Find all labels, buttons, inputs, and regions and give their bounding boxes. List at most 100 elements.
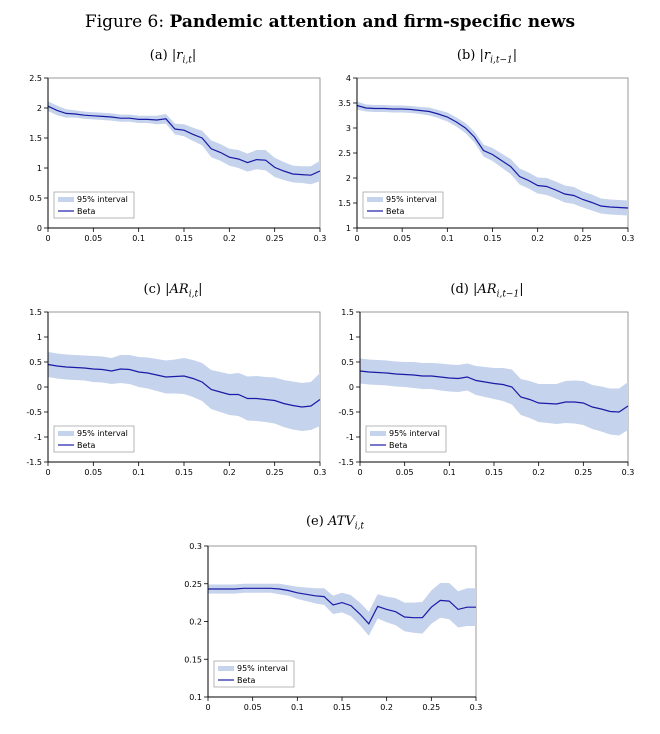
x-tick-label: 0.15 (175, 468, 193, 477)
x-tick-label: 0.3 (622, 468, 635, 477)
legend-label-interval: 95% interval (77, 429, 128, 438)
beta-line (359, 370, 629, 413)
panel-var: r (483, 48, 491, 63)
panel-tag: (d) (450, 282, 469, 297)
abs-bar: | (479, 48, 484, 63)
y-tick-label: 2 (346, 174, 351, 183)
abs-bar: | (165, 282, 170, 297)
legend-band-swatch (218, 666, 234, 671)
beta-line (208, 587, 476, 625)
confidence-band (208, 583, 476, 636)
y-tick-label: 0.3 (189, 542, 202, 551)
legend: 95% interval Beta (53, 425, 135, 453)
legend-label-beta: Beta (386, 207, 405, 216)
x-tick-label: 0.25 (266, 234, 284, 243)
panel-tag: (b) (456, 48, 476, 63)
panel-title-d: (d) |ARi,t−1| (392, 282, 582, 300)
x-tick-label: 0 (45, 468, 50, 477)
legend-band-swatch (367, 197, 383, 202)
x-tick-label: 0.15 (333, 703, 351, 712)
y-tick-label: 0.5 (29, 358, 42, 367)
panel-sub: i,t (188, 289, 199, 300)
y-tick-label: 1.5 (29, 134, 42, 143)
legend-box (213, 660, 295, 688)
legend-band-swatch (58, 197, 74, 202)
y-tick-label: -1.5 (26, 458, 42, 467)
beta-line (47, 105, 321, 176)
y-tick-label: 1 (37, 164, 42, 173)
x-tick-label: 0.25 (422, 703, 440, 712)
y-tick-label: -1 (34, 433, 42, 442)
x-tick-label: 0.3 (470, 703, 483, 712)
chart-panel-c: -1.5 -1 -0.5 0 0.5 1 1.5 0 0.05 0.1 0.15 0.2 0.25 0.3… (26, 308, 326, 477)
y-tick-label: 0 (349, 383, 354, 392)
y-tick-label: 1 (349, 333, 354, 342)
y-tick-label: 3 (346, 124, 351, 133)
abs-bar: | (473, 282, 478, 297)
y-tick-label: 1.5 (29, 308, 42, 317)
y-tick-label: 1 (37, 333, 42, 342)
legend-label-interval: 95% interval (77, 195, 128, 204)
panel-var: AR (169, 282, 189, 297)
abs-bar: | (191, 48, 197, 63)
legend-label-beta: Beta (77, 207, 96, 216)
legend-label-interval: 95% interval (237, 664, 288, 673)
y-tick-label: -1.5 (338, 458, 354, 467)
legend-label-beta: Beta (77, 441, 96, 450)
x-tick-label: 0.2 (532, 468, 545, 477)
legend-label-beta: Beta (237, 676, 256, 685)
y-tick-label: 2 (37, 104, 42, 113)
figure-heading: Pandemic attention and firm-specific new… (169, 12, 576, 32)
x-tick-label: 0.1 (132, 468, 145, 477)
y-tick-label: 0.1 (189, 693, 202, 702)
panel-sub: i,t (354, 521, 365, 532)
confidence-band (48, 352, 320, 431)
x-tick-label: 0.2 (223, 468, 236, 477)
x-tick-label: 0 (354, 234, 359, 243)
legend-box (365, 425, 447, 453)
y-tick-label: 0.25 (184, 580, 202, 589)
confidence-band (357, 101, 628, 216)
panel-sub: i,t−1 (490, 55, 513, 66)
x-tick-label: 0.15 (485, 468, 503, 477)
legend-label-interval: 95% interval (389, 429, 440, 438)
y-tick-label: 0 (37, 383, 42, 392)
x-tick-label: 0.15 (484, 234, 502, 243)
legend: 95% interval Beta (53, 191, 135, 219)
panel-sub: i,t−1 (496, 289, 520, 300)
confidence-band (48, 101, 320, 185)
panel-tag: (e) (305, 514, 324, 529)
x-tick-label: 0.05 (393, 234, 411, 243)
x-tick-label: 0.2 (531, 234, 544, 243)
y-tick-label: 1 (346, 224, 351, 233)
legend-box (53, 425, 135, 453)
abs-bar: | (519, 282, 524, 297)
x-tick-label: 0.2 (380, 703, 393, 712)
chart-panel-b: 1 1.5 2 2.5 3 3.5 4 0 0.05 0.1 0.15 0.2 0.25 0.3 95% i… (338, 74, 634, 243)
legend-box (53, 191, 135, 219)
x-tick-label: 0.1 (441, 234, 454, 243)
legend: 95% interval Beta (365, 425, 447, 453)
abs-bar: | (171, 48, 177, 63)
legend: 95% interval Beta (362, 191, 444, 219)
legend: 95% interval Beta (213, 660, 295, 688)
y-tick-label: 4 (346, 74, 351, 83)
panel-sub: i,t (182, 55, 192, 66)
x-tick-label: 0.15 (175, 234, 193, 243)
panel-tag: (a) (149, 48, 168, 63)
x-tick-label: 0.3 (622, 234, 635, 243)
y-tick-label: 0.15 (184, 655, 202, 664)
chart-panel-d: -1.5 -1 -0.5 0 0.5 1 1.5 0 0.05 0.1 0.15 0.2 0.25 0.3… (338, 308, 634, 477)
chart-panel-e: 0.1 0.15 0.2 0.25 0.3 0 0.05 0.1 0.15 0.2 0.25 0.3 9… (184, 542, 482, 712)
x-tick-label: 0 (357, 468, 362, 477)
y-tick-label: 0 (37, 224, 42, 233)
legend-label-beta: Beta (389, 441, 408, 450)
x-tick-label: 0.1 (132, 234, 145, 243)
y-tick-label: 1.5 (341, 308, 354, 317)
panel-title-a: (a) |ri,t| (78, 48, 268, 66)
chart-panel-a: 0 0.5 1 1.5 2 2.5 0 0.05 0.1 0.15 0.2 0.25 0.3 95% in… (29, 74, 326, 243)
legend-label-interval: 95% interval (386, 195, 437, 204)
y-tick-label: 0.5 (341, 358, 354, 367)
beta-line (356, 104, 629, 209)
